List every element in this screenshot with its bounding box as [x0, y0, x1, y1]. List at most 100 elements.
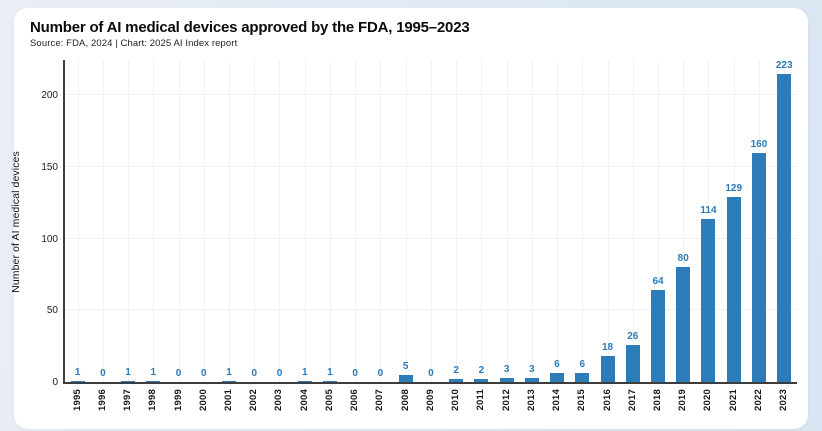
x-axis-tick-label: 2016	[601, 389, 613, 411]
v-gridline	[229, 60, 231, 382]
bar-value-label: 1	[74, 366, 81, 378]
x-axis-tick-label: 2012	[500, 389, 512, 411]
bar-column: 64 2018	[645, 60, 670, 411]
bar	[701, 218, 716, 382]
y-axis-tick-label: 100	[41, 233, 58, 245]
bar-column: 2 2011	[469, 60, 494, 410]
v-gridline	[607, 60, 609, 382]
y-axis-tick-label: 200	[41, 90, 58, 102]
bar-column: 129 2021	[721, 60, 746, 411]
bar-chart: Number of AI medical devices 1 1995 0 1996 1…	[10, 60, 797, 411]
bar-column: 160 2022	[746, 60, 771, 411]
bar-value-label: 64	[652, 276, 664, 288]
v-gridline	[481, 60, 483, 382]
bar-value-label: 3	[503, 363, 510, 375]
bar	[777, 74, 792, 382]
y-axis-tick-label: 50	[46, 305, 58, 317]
bar-column: 0 1999	[166, 60, 191, 411]
bar-column: 0 2006	[343, 60, 368, 411]
bar-value-label: 80	[677, 253, 689, 265]
v-gridline	[658, 60, 659, 382]
bar-columns: 1 1995 0 1996 1 1997 1 1998 0 1999 0 2000 1 2001 0 2002…	[65, 60, 797, 411]
v-gridline	[153, 60, 155, 382]
chart-source-caption: Source: FDA, 2024 | Chart: 2025 AI Index…	[30, 38, 238, 49]
x-axis-tick-label: 2011	[475, 389, 487, 411]
bar	[600, 356, 615, 382]
x-axis-tick-label: 2005	[323, 389, 335, 411]
bar-value-label: 1	[150, 366, 157, 378]
v-gridline	[178, 60, 180, 382]
bar-value-label: 1	[327, 366, 333, 378]
v-gridline	[329, 60, 331, 382]
bar	[499, 377, 514, 382]
bar-value-label: 2	[478, 365, 485, 377]
bar-column: 18 2016	[595, 60, 620, 411]
bar-column: 0 2009	[418, 60, 443, 411]
bar	[625, 344, 640, 382]
x-axis-tick-label: 1998	[147, 389, 159, 411]
bar-value-label: 1	[226, 366, 232, 378]
bar	[398, 374, 413, 382]
bar-column: 223 2023	[772, 60, 797, 411]
bar-value-label: 223	[775, 60, 793, 71]
bar	[651, 290, 665, 382]
bar-value-label: 0	[377, 368, 384, 379]
bar-column: 6 2015	[570, 60, 595, 411]
bar	[449, 379, 464, 382]
v-gridline	[380, 60, 382, 382]
bar	[121, 380, 136, 382]
x-axis-tick-label: 2023	[778, 389, 790, 411]
chart-card: Number of AI medical devices approved by…	[10, 8, 808, 429]
v-gridline	[531, 60, 533, 382]
x-axis-tick-label: 2009	[424, 389, 436, 411]
bar	[676, 267, 691, 382]
chart-title: Number of AI medical devices approved by…	[30, 19, 470, 36]
bar-value-label: 6	[554, 359, 560, 371]
bar-column: 3 2012	[494, 60, 519, 411]
y-axis-tick-label: 150	[41, 161, 58, 173]
bar-column: 6 2014	[544, 60, 569, 411]
bar-value-label: 0	[428, 368, 434, 379]
bar-column: 0 2007	[368, 60, 393, 411]
bar	[146, 380, 161, 382]
x-axis-tick-label: 1996	[96, 389, 108, 411]
bar-value-label: 0	[175, 368, 182, 379]
bar-column: 1 2005	[317, 60, 342, 411]
x-axis-tick-label: 2010	[450, 389, 462, 411]
bar-value-label: 129	[725, 183, 743, 195]
v-gridline	[456, 60, 458, 382]
bar	[575, 373, 590, 382]
x-axis-tick-label: 2015	[576, 389, 588, 411]
bar-value-label: 5	[402, 360, 409, 372]
v-gridline	[557, 60, 559, 382]
v-gridline	[128, 60, 130, 382]
bar-value-label: 0	[201, 368, 207, 379]
bar-value-label: 26	[627, 330, 639, 342]
bar	[751, 152, 766, 382]
bar-column: 1 1998	[141, 60, 166, 411]
bar-value-label: 18	[601, 342, 614, 354]
bar-column: 1 2004	[292, 60, 317, 411]
x-axis-tick-label: 2017	[626, 389, 638, 411]
bar-column: 80 2019	[671, 60, 696, 411]
v-gridline	[632, 60, 634, 382]
bar-column: 3 2013	[519, 60, 544, 411]
bar-value-label: 0	[251, 368, 258, 379]
bar-value-label: 0	[100, 368, 106, 379]
bar-value-label: 1	[125, 366, 131, 378]
bar-column: 1 2001	[216, 60, 241, 411]
bar	[524, 377, 539, 382]
bar	[322, 380, 337, 382]
bar-column: 0 1996	[90, 60, 115, 411]
bar-value-label: 6	[579, 359, 586, 371]
x-axis-tick-label: 2013	[525, 389, 537, 411]
v-gridline	[405, 60, 407, 382]
bar-value-label: 0	[352, 368, 358, 379]
bar-column: 1 1995	[65, 60, 90, 411]
bar-value-label: 160	[750, 138, 768, 150]
bar	[222, 380, 237, 382]
x-axis-tick-label: 2014	[551, 389, 563, 411]
bar-column: 0 2002	[242, 60, 267, 411]
x-axis-tick-label: 2022	[752, 389, 764, 411]
v-gridline	[430, 60, 432, 382]
